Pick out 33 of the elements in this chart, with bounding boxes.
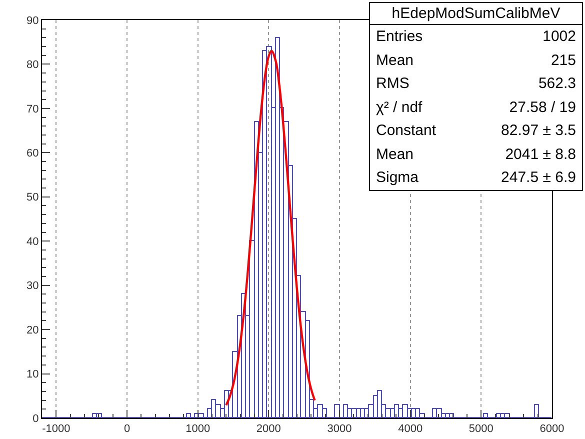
annotation: Mean xyxy=(376,50,414,70)
annotation: 27.58 / 19 xyxy=(509,98,576,118)
y-tick-label: 50 xyxy=(26,192,39,204)
x-tick-label: 6000 xyxy=(540,423,564,436)
x-tick-label: 0 xyxy=(124,423,130,436)
annotation: 1002 xyxy=(542,27,576,47)
x-tick-label: 4000 xyxy=(398,423,423,436)
annotation: Sigma xyxy=(376,168,419,188)
annotation: 247.5 ± 6.9 xyxy=(501,168,576,188)
y-tick-label: 10 xyxy=(26,368,39,381)
annotation: 215 xyxy=(550,50,576,70)
y-tick-label: 0 xyxy=(32,412,39,425)
x-tick-label: 2000 xyxy=(256,423,281,436)
annotation: RMS xyxy=(376,74,410,94)
annotation: Constant xyxy=(376,121,436,141)
y-tick-label: 70 xyxy=(26,103,39,116)
y-tick-label: 80 xyxy=(26,59,39,72)
annotation: Entries xyxy=(376,27,423,47)
annotation: χ² / ndf xyxy=(376,98,422,118)
y-tick-label: 60 xyxy=(26,148,39,160)
x-tick-label: 5000 xyxy=(468,423,494,436)
annotation: hEdepModSumCalibMeV xyxy=(370,3,582,25)
annotation: 562.3 xyxy=(538,74,576,94)
y-tick-label: 20 xyxy=(26,324,39,336)
annotation: 2041 ± 8.8 xyxy=(505,144,576,164)
y-tick-label: 40 xyxy=(26,236,39,248)
x-tick-label: -1000 xyxy=(42,423,70,436)
annotation: Mean xyxy=(376,144,414,164)
x-tick-label: 3000 xyxy=(327,423,352,436)
x-tick-label: 1000 xyxy=(186,423,210,436)
y-tick-label: 30 xyxy=(26,280,39,292)
y-tick-label: 90 xyxy=(26,14,39,27)
annotation: 82.97 ± 3.5 xyxy=(501,121,576,141)
